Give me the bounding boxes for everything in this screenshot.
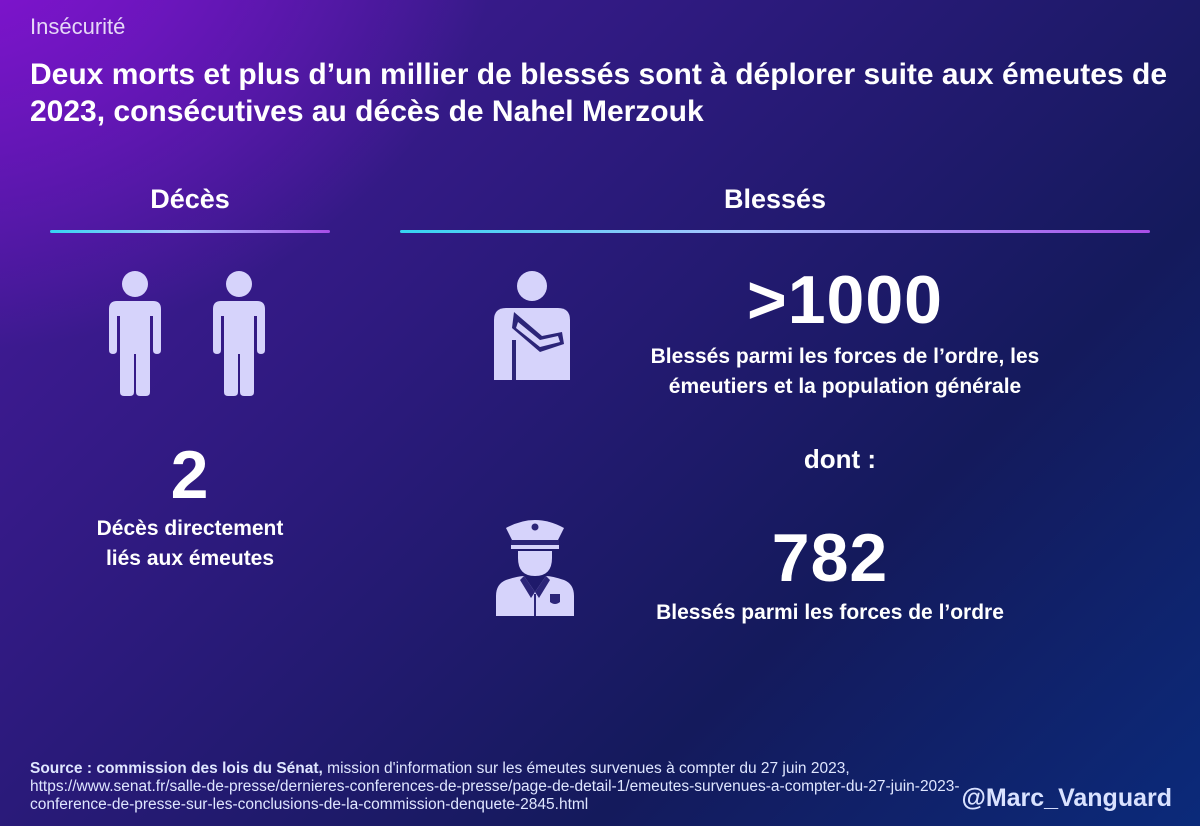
- deaths-caption-line2: liés aux émeutes: [105, 547, 275, 570]
- injured-total-caption-line2: émeutiers et la population générale: [668, 375, 1022, 398]
- injured-section-label: Blessés: [723, 184, 827, 214]
- police-injured-caption: Blessés parmi les forces de l’ordre: [656, 601, 1004, 624]
- injured-person-icon: [494, 271, 570, 380]
- person-icon: [213, 271, 265, 396]
- author-handle: @Marc_Vanguard: [961, 784, 1172, 812]
- source-text: mission d'information sur les émeutes su…: [30, 760, 960, 813]
- deaths-caption-line1: Décès directement: [96, 517, 284, 540]
- connector-text: dont :: [803, 444, 877, 474]
- deaths-divider: [50, 230, 330, 233]
- injured-total-caption-line1: Blessés parmi les forces de l’ordre, les: [650, 345, 1040, 368]
- person-icon: [109, 271, 161, 396]
- page-title: Deux morts et plus d’un millier de bless…: [30, 58, 1168, 128]
- deaths-section-label: Décès: [150, 184, 230, 214]
- source-note: Source : commission des lois du Sénat, m…: [30, 760, 960, 814]
- deaths-value: 2: [170, 437, 210, 513]
- police-officer-icon: [496, 520, 574, 616]
- police-injured-value: 782: [771, 520, 889, 596]
- injured-total-value: >1000: [747, 262, 943, 338]
- category-label: Insécurité: [30, 14, 126, 39]
- injured-divider: [400, 230, 1150, 233]
- injured-total-caption: Blessés parmi les forces de l’ordre, les…: [580, 342, 1110, 402]
- deaths-caption: Décès directement liés aux émeutes: [40, 514, 340, 574]
- source-bold: Source : commission des lois du Sénat,: [30, 760, 323, 777]
